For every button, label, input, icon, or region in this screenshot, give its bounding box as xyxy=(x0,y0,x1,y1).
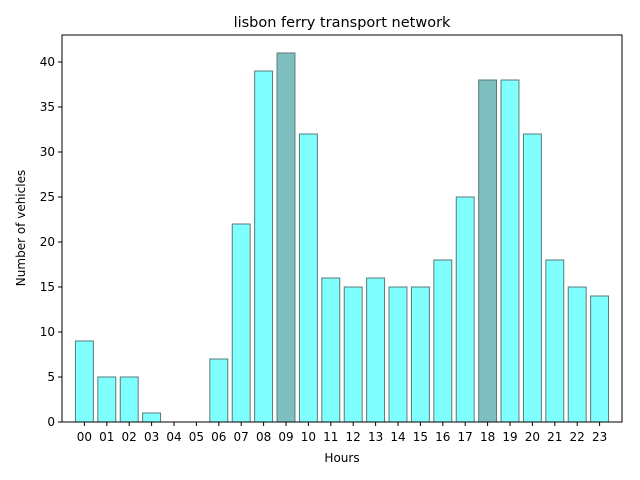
y-tick-label-15: 15 xyxy=(40,280,55,294)
x-tick-label-21: 21 xyxy=(547,430,562,444)
x-tick-label-12: 12 xyxy=(346,430,361,444)
x-tick-label-11: 11 xyxy=(323,430,338,444)
x-tick-label-02: 02 xyxy=(122,430,137,444)
bar-03 xyxy=(142,412,162,423)
x-tick-label-14: 14 xyxy=(390,430,405,444)
y-axis-ticks: 0 5 10 15 20 25 30 35 40 xyxy=(40,55,62,429)
x-tick-label-15: 15 xyxy=(413,430,428,444)
y-tick-label-40: 40 xyxy=(40,55,55,69)
bar-19 xyxy=(500,79,520,423)
bar-11 xyxy=(321,277,341,423)
x-tick-label-17: 17 xyxy=(458,430,473,444)
x-axis-label: Hours xyxy=(324,451,359,465)
bar-12 xyxy=(343,286,363,423)
x-tick-label-08: 08 xyxy=(256,430,271,444)
bar-07 xyxy=(231,223,251,423)
y-tick-label-25: 25 xyxy=(40,190,55,204)
bar-10 xyxy=(298,133,318,423)
y-tick-label-30: 30 xyxy=(40,145,55,159)
x-tick-label-10: 10 xyxy=(301,430,316,444)
y-tick-label-20: 20 xyxy=(40,235,55,249)
bar-22 xyxy=(567,286,587,423)
x-tick-label-16: 16 xyxy=(435,430,450,444)
x-tick-label-05: 05 xyxy=(189,430,204,444)
y-tick-label-5: 5 xyxy=(47,370,55,384)
bar-14 xyxy=(388,286,408,423)
y-tick-label-0: 0 xyxy=(47,415,55,429)
x-tick-label-04: 04 xyxy=(166,430,181,444)
x-tick-label-18: 18 xyxy=(480,430,495,444)
chart-title: lisbon ferry transport network xyxy=(234,15,451,31)
x-tick-label-13: 13 xyxy=(368,430,383,444)
bar-06 xyxy=(209,358,229,423)
x-tick-label-09: 09 xyxy=(278,430,293,444)
y-axis-label: Number of vehicles xyxy=(14,170,28,286)
y-tick-label-10: 10 xyxy=(40,325,55,339)
x-tick-label-01: 01 xyxy=(99,430,114,444)
plot-area-frame xyxy=(61,34,623,423)
bar-21 xyxy=(545,259,565,423)
bar-09 xyxy=(276,52,296,423)
bar-17 xyxy=(455,196,475,423)
bar-08 xyxy=(254,70,274,423)
x-tick-label-22: 22 xyxy=(570,430,585,444)
bar-15 xyxy=(410,286,430,423)
bar-02 xyxy=(119,376,139,423)
bar-00 xyxy=(74,340,94,423)
bar-01 xyxy=(97,376,117,423)
bar-16 xyxy=(433,259,453,423)
x-tick-label-07: 07 xyxy=(234,430,249,444)
y-tick-label-35: 35 xyxy=(40,100,55,114)
x-tick-label-20: 20 xyxy=(525,430,540,444)
x-tick-label-23: 23 xyxy=(592,430,607,444)
bar-20 xyxy=(522,133,542,423)
x-tick-label-19: 19 xyxy=(502,430,517,444)
bar-18 xyxy=(478,79,498,423)
x-tick-label-06: 06 xyxy=(211,430,226,444)
bar-13 xyxy=(366,277,386,423)
x-tick-label-00: 00 xyxy=(77,430,92,444)
x-axis-ticks: 00 01 02 03 04 05 06 07 08 09 10 11 12 13 14 15 16 17 18 19… xyxy=(77,422,607,444)
bar-23 xyxy=(590,295,610,423)
x-tick-label-03: 03 xyxy=(144,430,159,444)
bars-group xyxy=(74,52,610,423)
